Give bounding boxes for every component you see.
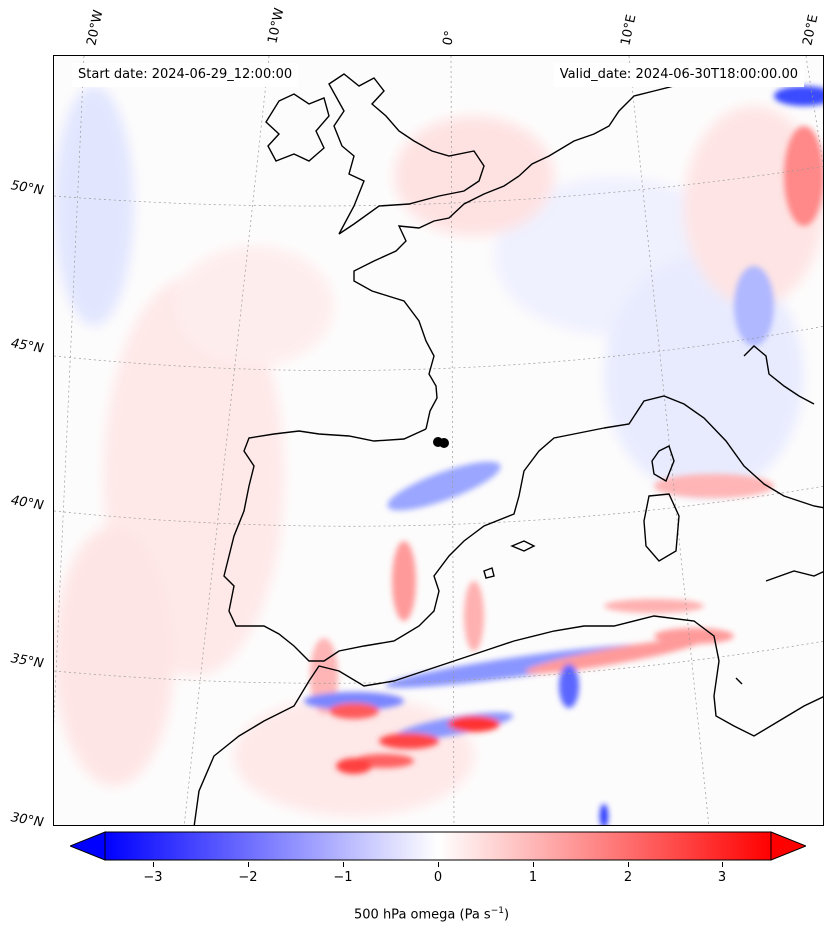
colorbar-tickmark (533, 862, 534, 867)
coastlines (193, 73, 823, 825)
lat-label-45n: 45°N (9, 336, 45, 357)
colorbar-tick-label: 0 (433, 870, 443, 885)
omega-background-field (54, 86, 823, 816)
lat-label-50n: 50°N (9, 178, 45, 199)
colorbar-tickmark (438, 862, 439, 867)
map-panel[interactable] (53, 55, 824, 826)
colorbar-tick-label: −2 (238, 870, 258, 885)
colorbar-tick-label: −3 (143, 870, 163, 885)
omega-field-map (54, 56, 823, 825)
colorbar-tick-label: 3 (717, 870, 727, 885)
colorbar-tick-label: 2 (623, 870, 633, 885)
location-marker (433, 437, 449, 448)
colorbar-tickmark (628, 862, 629, 867)
omega-features (304, 86, 823, 825)
graticule (54, 56, 823, 825)
colorbar-tickmark (248, 862, 249, 867)
colorbar-tickmark (343, 862, 344, 867)
colorbar-tickmark (153, 862, 154, 867)
lat-label-40n: 40°N (9, 493, 45, 514)
lon-label-20w: 20°W (84, 8, 107, 47)
colorbar (70, 831, 806, 861)
lon-label-20e: 20°E (800, 13, 822, 48)
lon-label-10w: 10°W (265, 6, 288, 45)
colorbar-max-arrow (770, 831, 806, 861)
colorbar-title: 500 hPa omega (Pa s−1) (354, 906, 510, 923)
colorbar-gradient (104, 831, 772, 861)
start-date-label: Start date: 2024-06-29_12:00:00 (72, 63, 299, 87)
colorbar-tick-label: −1 (333, 870, 353, 885)
colorbar-tick-label: 1 (528, 870, 538, 885)
lat-label-35n: 35°N (9, 651, 45, 672)
lon-label-10e: 10°E (618, 13, 640, 48)
lon-label-0: 0° (440, 29, 459, 47)
colorbar-min-arrow (70, 831, 106, 861)
lat-label-30n: 30°N (9, 810, 45, 831)
valid-date-label: Valid_date: 2024-06-30T18:00:00.00 (553, 63, 804, 87)
colorbar-tickmark (722, 862, 723, 867)
